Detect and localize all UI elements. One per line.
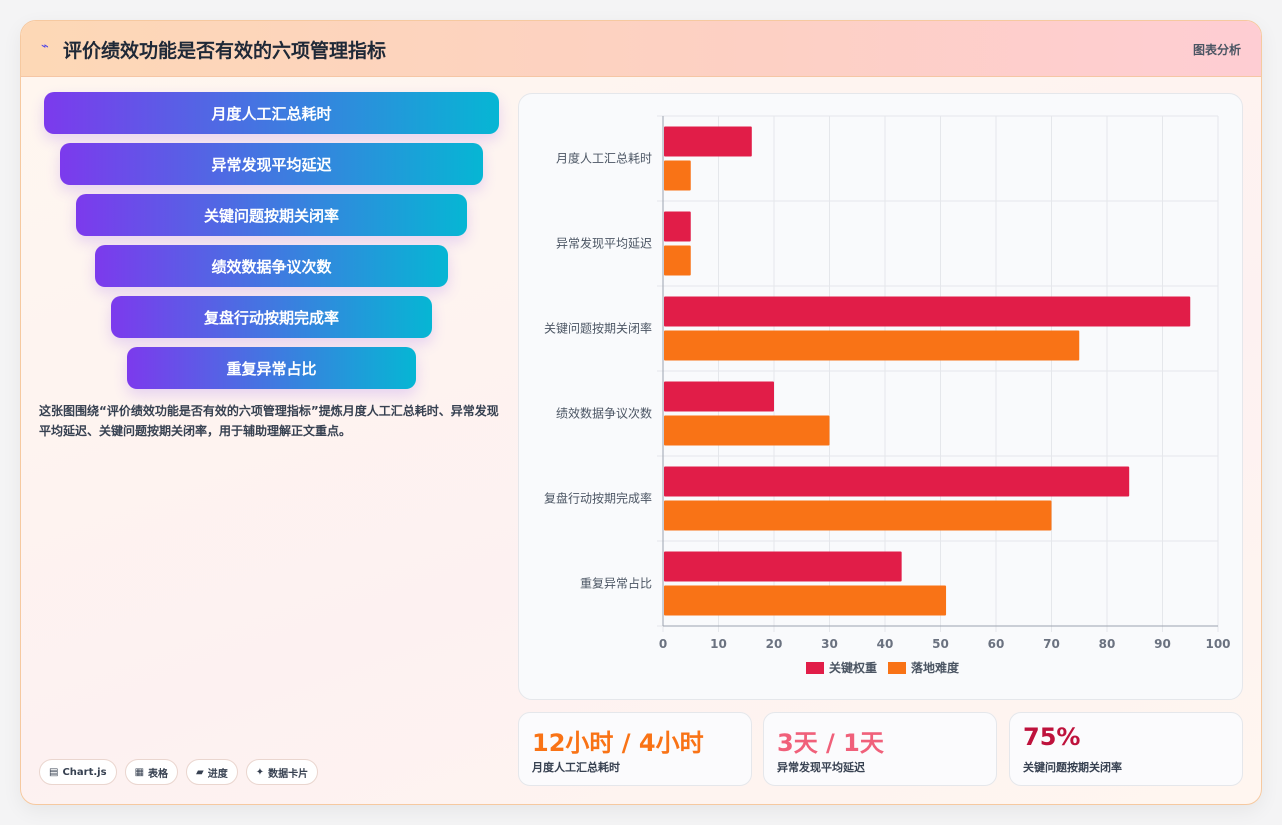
bar-difficulty bbox=[664, 245, 691, 276]
sparkle-icon: ⌁ bbox=[41, 39, 49, 54]
bar-weight bbox=[664, 466, 1130, 497]
y-tick-label: 复盘行动按期完成率 bbox=[544, 491, 652, 506]
y-tick-label: 重复异常占比 bbox=[580, 576, 652, 591]
x-tick-label: 100 bbox=[1205, 637, 1230, 651]
stat-value: 75% bbox=[1023, 723, 1081, 751]
chip-table[interactable]: ▦ 表格 bbox=[124, 759, 179, 785]
y-tick-label: 月度人工汇总耗时 bbox=[556, 151, 652, 166]
x-tick-label: 40 bbox=[877, 637, 894, 651]
y-tick-label: 异常发现平均延迟 bbox=[556, 236, 652, 251]
x-tick-label: 30 bbox=[821, 637, 838, 651]
stat-value: 3天 / 1天 bbox=[777, 729, 884, 757]
bar-difficulty bbox=[664, 415, 830, 446]
bar-difficulty bbox=[664, 330, 1080, 361]
legend-swatch bbox=[888, 662, 906, 674]
y-tick-label: 关键问题按期关闭率 bbox=[544, 321, 652, 336]
page-title: 评价绩效功能是否有效的六项管理指标 bbox=[63, 40, 387, 62]
stat-card-3: 75% 关键问题按期关闭率 bbox=[1009, 712, 1243, 786]
funnel-step-6: 重复异常占比 bbox=[127, 347, 416, 389]
chip-chartjs[interactable]: ▤ Chart.js bbox=[39, 759, 117, 785]
progress-icon: ▰ bbox=[196, 766, 204, 778]
chart-analysis-tag: 图表分析 bbox=[1192, 43, 1241, 57]
chip-label: 表格 bbox=[148, 768, 169, 780]
bar-difficulty bbox=[664, 500, 1052, 531]
stat-card-2: 3天 / 1天 异常发现平均延迟 bbox=[763, 712, 997, 786]
funnel-step-2: 异常发现平均延迟 bbox=[60, 143, 483, 185]
x-tick-label: 60 bbox=[988, 637, 1005, 651]
table-icon: ▦ bbox=[134, 766, 145, 778]
funnel-step-5: 复盘行动按期完成率 bbox=[111, 296, 432, 338]
x-tick-label: 20 bbox=[766, 637, 783, 651]
chip-data-card[interactable]: ✦ 数据卡片 bbox=[245, 759, 319, 785]
funnel-step-3: 关键问题按期关闭率 bbox=[76, 194, 467, 236]
legend-label: 关键权重 bbox=[829, 660, 877, 675]
chip-progress[interactable]: ▰ 进度 bbox=[186, 759, 238, 785]
bar-difficulty bbox=[664, 160, 691, 191]
bar-weight bbox=[664, 551, 902, 582]
chip-label: Chart.js bbox=[62, 766, 107, 778]
funnel-step-1: 月度人工汇总耗时 bbox=[44, 92, 499, 134]
funnel-step-4: 绩效数据争议次数 bbox=[95, 245, 448, 287]
bar-weight bbox=[664, 381, 774, 412]
x-tick-label: 70 bbox=[1043, 637, 1060, 651]
x-tick-label: 50 bbox=[932, 637, 949, 651]
x-tick-label: 0 bbox=[659, 637, 667, 651]
chart-icon: ▤ bbox=[49, 766, 59, 778]
stat-card-1: 12小时 / 4小时 月度人工汇总耗时 bbox=[518, 712, 752, 786]
y-tick-label: 绩效数据争议次数 bbox=[556, 406, 652, 421]
x-tick-label: 80 bbox=[1099, 637, 1116, 651]
legend-label: 落地难度 bbox=[911, 660, 960, 675]
x-tick-label: 10 bbox=[710, 637, 727, 651]
bar-difficulty bbox=[664, 585, 947, 616]
description: 这张图围绕“评价绩效功能是否有效的六项管理指标”提炼月度人工汇总耗时、异常发现平… bbox=[39, 404, 499, 438]
header: ⌁ 评价绩效功能是否有效的六项管理指标 图表分析 bbox=[21, 21, 1261, 77]
bar-weight bbox=[664, 126, 752, 157]
bar-chart: 0 10 20 30 40 50 60 70 80 90 100 月度人工汇总耗时异常发现平均延迟关键… bbox=[544, 115, 1231, 675]
stat-label: 月度人工汇总耗时 bbox=[532, 761, 620, 774]
stat-value: 12小时 / 4小时 bbox=[532, 729, 704, 757]
chip-label: 进度 bbox=[207, 768, 228, 780]
stat-label: 异常发现平均延迟 bbox=[777, 761, 865, 774]
bar-weight bbox=[664, 296, 1191, 327]
chip-label: 数据卡片 bbox=[268, 768, 309, 780]
stat-label: 关键问题按期关闭率 bbox=[1023, 761, 1122, 774]
chart-panel: 0 10 20 30 40 50 60 70 80 90 100 月度人工汇总耗时 异常发现平均延迟关键… bbox=[518, 93, 1243, 700]
sparkle-icon: ✦ bbox=[255, 766, 265, 778]
legend-swatch bbox=[806, 662, 824, 674]
x-tick-label: 90 bbox=[1154, 637, 1171, 651]
bar-weight bbox=[664, 211, 691, 242]
main-card: ⌁ 评价绩效功能是否有效的六项管理指标 图表分析 月度人工汇总耗时 异常发现平均… bbox=[20, 20, 1262, 805]
chip-row: ▤ Chart.js ▦ 表格 ▰ 进度 ✦ 数据卡片 bbox=[39, 759, 319, 785]
